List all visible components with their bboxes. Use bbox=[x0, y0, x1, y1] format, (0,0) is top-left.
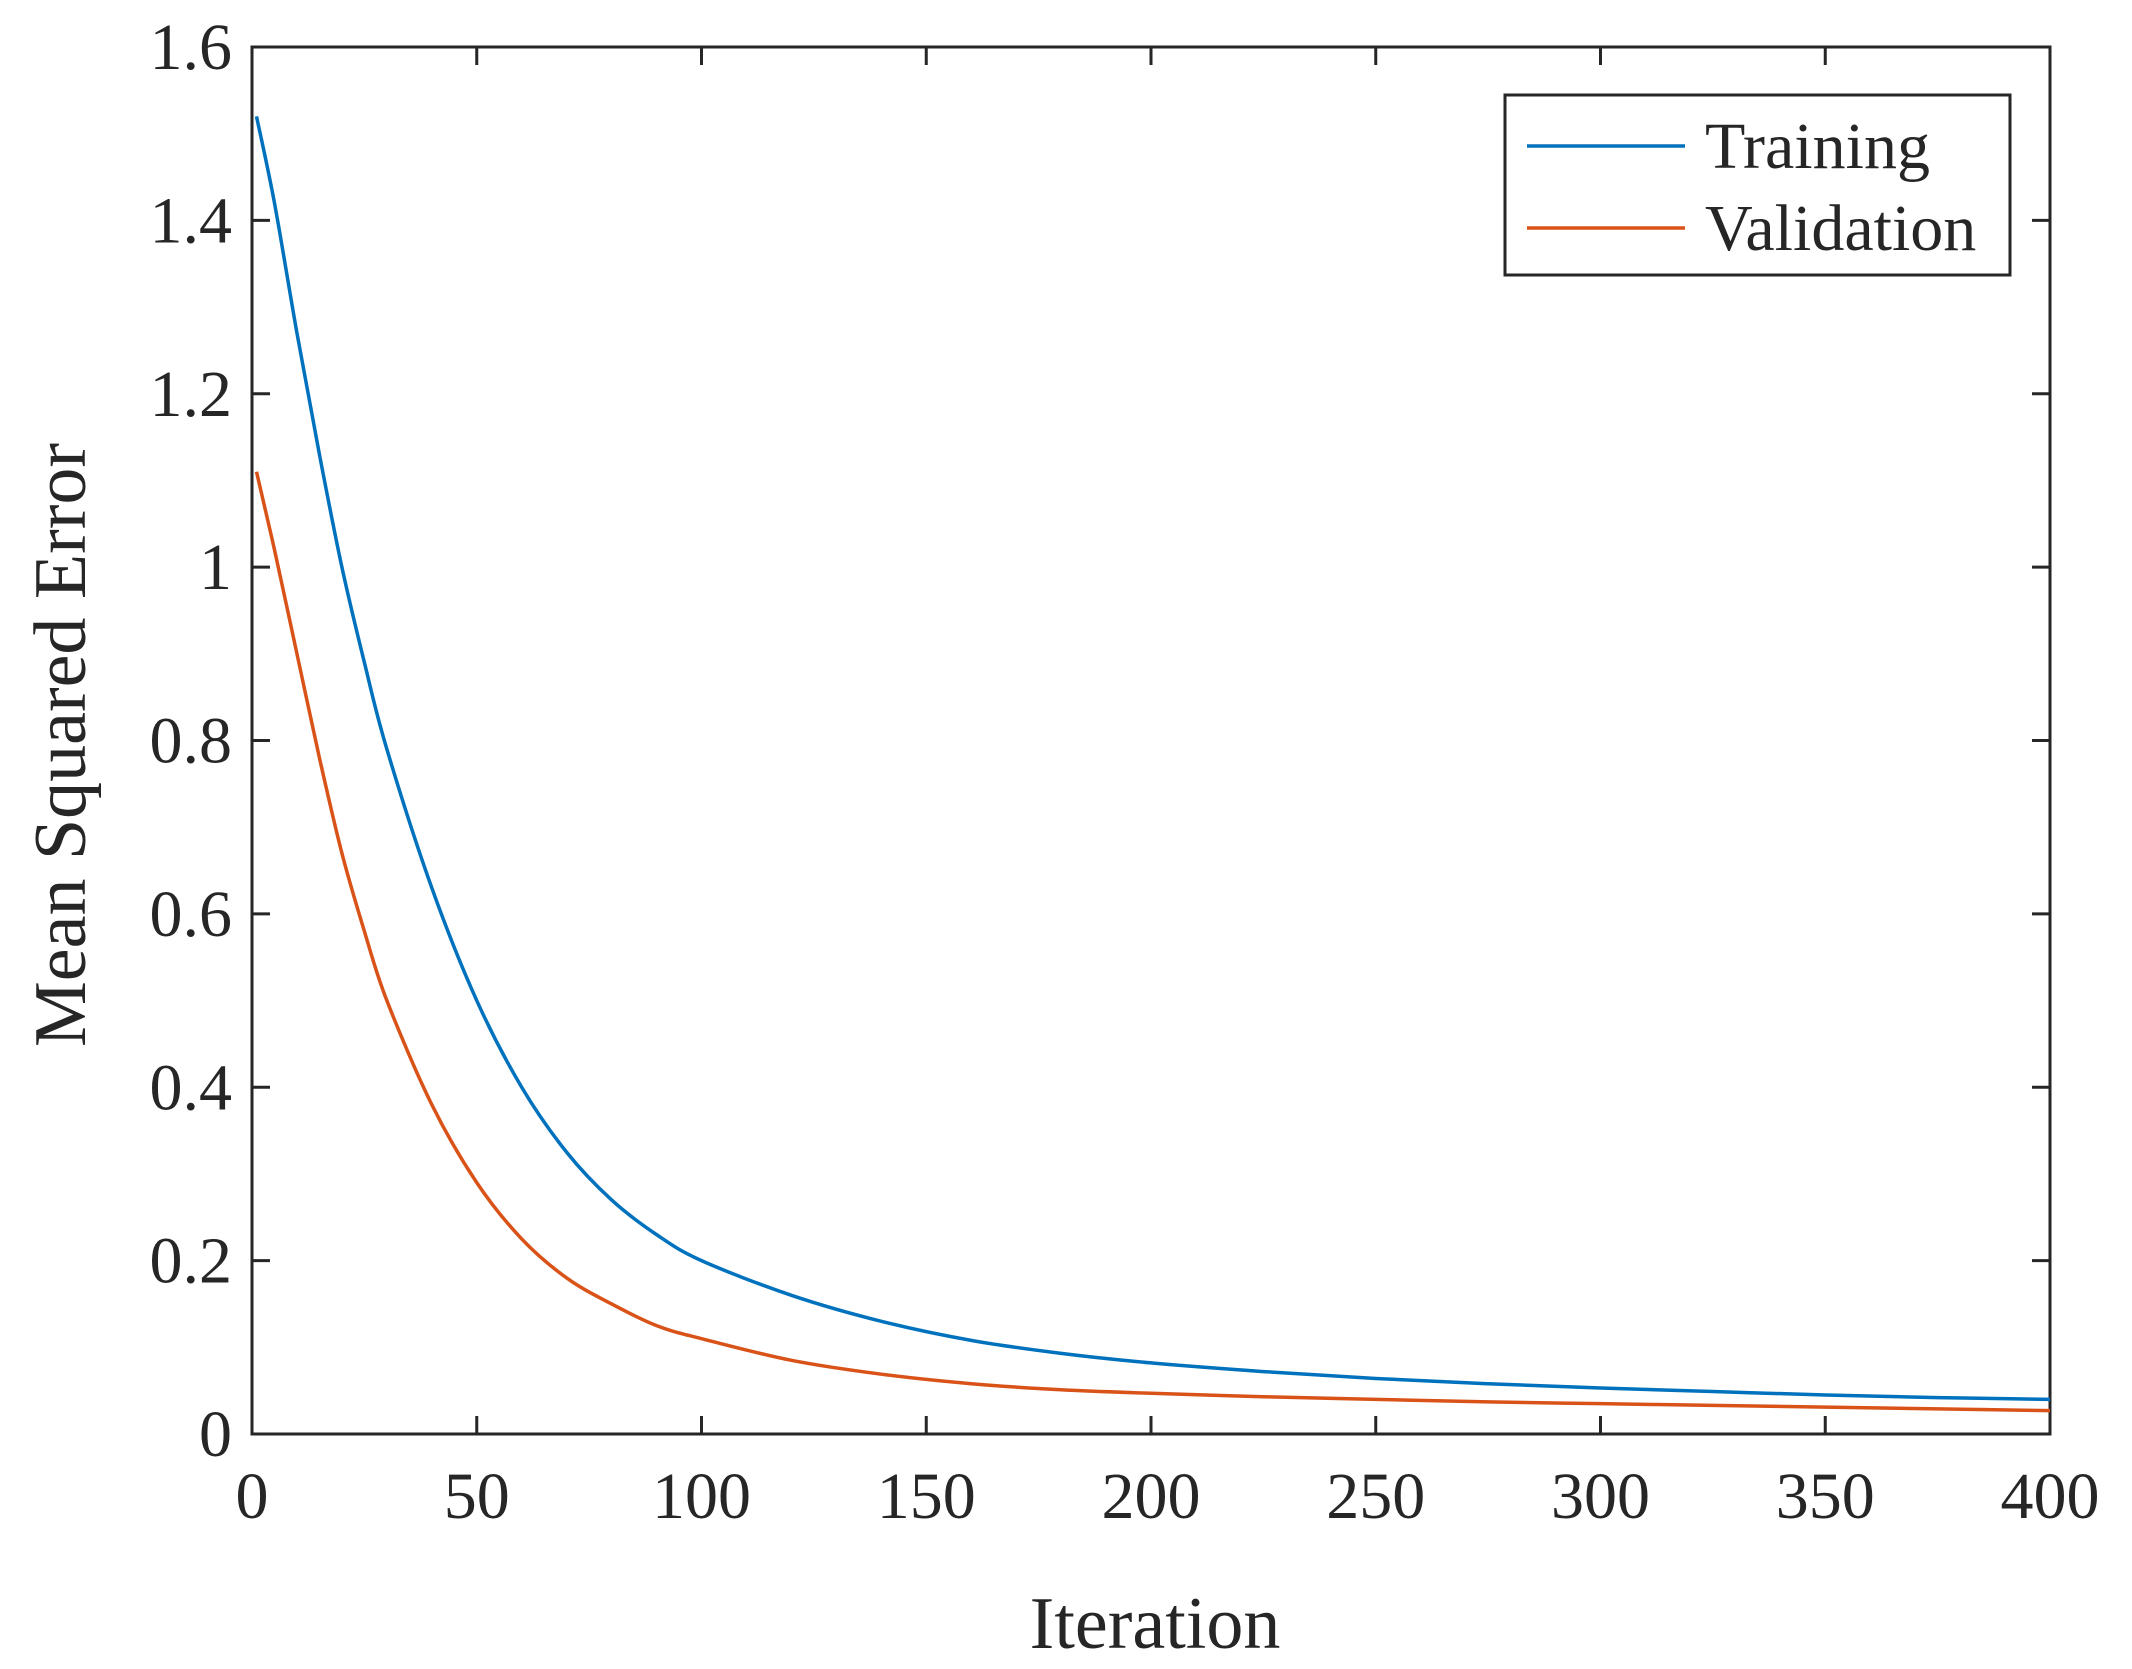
y-tick-label: 0.4 bbox=[150, 1051, 233, 1124]
y-tick-label: 1.4 bbox=[150, 184, 233, 257]
legend-label-training: Training bbox=[1705, 110, 1930, 183]
legend-box bbox=[1503, 93, 2012, 277]
x-tick-label: 100 bbox=[652, 1460, 751, 1533]
legend-label-validation: Validation bbox=[1705, 192, 1976, 265]
x-tick-label: 0 bbox=[236, 1460, 269, 1533]
y-tick-label: 0.6 bbox=[150, 878, 233, 951]
y-axis: 0 0.2 0.4 0.6 0.8 1 1.2 1.4 1.6 bbox=[150, 11, 2050, 1471]
x-tick-label: 150 bbox=[877, 1460, 976, 1533]
x-axis: 0 50 100 150 200 250 300 350 400 bbox=[236, 47, 2100, 1533]
legend: Training Validation bbox=[1503, 93, 2012, 277]
y-tick-label: 1.2 bbox=[150, 358, 233, 431]
series-layer bbox=[254, 115, 2051, 1413]
y-tick-label: 0 bbox=[199, 1398, 232, 1471]
y-tick-label: 0.2 bbox=[150, 1225, 233, 1298]
x-tick-label: 350 bbox=[1776, 1460, 1875, 1533]
y-tick-label: 0.8 bbox=[150, 705, 233, 778]
x-axis-label: Iteration bbox=[1030, 1583, 1281, 1665]
x-tick-label: 400 bbox=[2001, 1460, 2100, 1533]
y-tick-label: 1.6 bbox=[150, 11, 233, 84]
y-tick-label: 1 bbox=[199, 531, 232, 604]
y-axis-label: Mean Squared Error bbox=[20, 443, 102, 1047]
series-line-training bbox=[254, 115, 2051, 1402]
x-tick-label: 300 bbox=[1551, 1460, 1650, 1533]
x-tick-label: 250 bbox=[1326, 1460, 1425, 1533]
x-tick-label: 200 bbox=[1102, 1460, 1201, 1533]
x-tick-label: 50 bbox=[444, 1460, 510, 1533]
series-line-validation bbox=[254, 471, 2051, 1413]
